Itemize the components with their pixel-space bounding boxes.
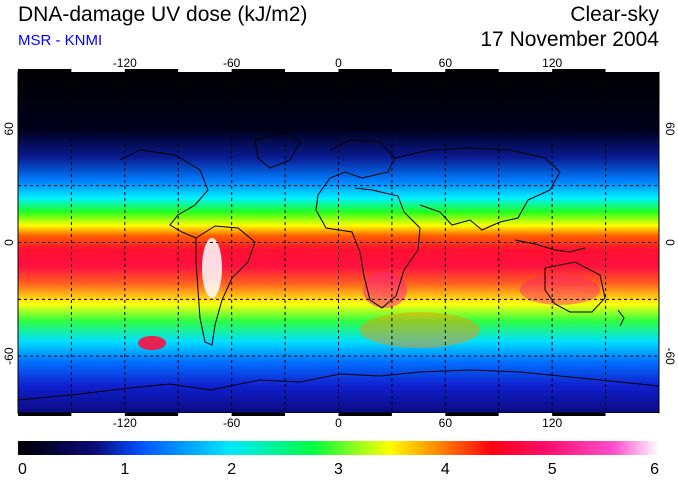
frame-band xyxy=(231,413,286,416)
map-source: MSR - KNMI xyxy=(18,32,103,49)
north-america-coast xyxy=(119,149,209,239)
lon-tick-label: 60 xyxy=(439,416,453,430)
map-date: 17 November 2004 xyxy=(480,28,659,51)
lon-tick-label: 0 xyxy=(335,56,342,70)
colorbar-tick-label: 2 xyxy=(227,461,236,478)
frame-band xyxy=(285,69,339,72)
frame-band xyxy=(552,69,606,72)
longitude-labels-top: -120 -60 0 60 120 xyxy=(113,56,563,70)
andes-high-dose xyxy=(202,238,222,298)
frame-band xyxy=(338,413,392,416)
lat-tick-label: 60 xyxy=(663,122,677,136)
lon-tick-label: -120 xyxy=(113,416,137,430)
frame-band xyxy=(605,413,659,416)
frame-band xyxy=(71,69,125,72)
greenland-coast xyxy=(254,131,301,169)
frame-tick-bands xyxy=(18,69,659,416)
frame-band xyxy=(18,413,72,416)
frame-band xyxy=(231,69,286,72)
new-zealand-coast xyxy=(617,309,625,327)
lon-tick-label: -120 xyxy=(113,56,137,70)
antarctica-coast xyxy=(18,369,659,401)
frame-band xyxy=(445,69,499,72)
colorbar-tick-label: 3 xyxy=(334,461,343,478)
colorbar-tick-label: 1 xyxy=(120,461,129,478)
colorbar xyxy=(18,441,659,455)
frame-band xyxy=(18,69,72,72)
latitude-labels-left: 60 0 -60 xyxy=(2,122,16,365)
lat-tick-label: 0 xyxy=(663,239,677,246)
indonesia-coast xyxy=(514,239,586,253)
frame-band xyxy=(285,413,339,416)
europe-africa-coast xyxy=(315,139,421,309)
frame-band xyxy=(71,413,125,416)
lat-tick-label: -60 xyxy=(2,347,16,365)
latitude-labels-right: 60 0 -60 xyxy=(663,122,677,365)
lon-tick-label: 120 xyxy=(542,56,562,70)
colorbar-tick-label: 6 xyxy=(650,461,659,478)
frame-band xyxy=(338,69,392,72)
frame-band xyxy=(178,413,232,416)
south-atlantic-plume xyxy=(360,312,480,348)
colorbar-tick-label: 5 xyxy=(548,461,557,478)
lat-tick-label: 0 xyxy=(2,239,16,246)
colorbar-tick-label: 0 xyxy=(18,461,27,478)
sky-condition: Clear-sky xyxy=(570,3,659,26)
lon-tick-label: -60 xyxy=(223,56,241,70)
frame-band xyxy=(391,413,446,416)
australia-hotspot xyxy=(520,275,600,305)
frame-band xyxy=(391,69,446,72)
lon-tick-label: 120 xyxy=(542,416,562,430)
colorbar-labels: 0 1 2 3 4 5 6 xyxy=(18,461,659,478)
frame-band xyxy=(605,69,659,72)
longitude-labels-bottom: -120 -60 0 60 120 xyxy=(113,416,563,430)
lon-tick-label: 60 xyxy=(439,56,453,70)
frame-band xyxy=(178,69,232,72)
lat-tick-label: -60 xyxy=(663,347,677,365)
frame-band xyxy=(124,69,179,72)
frame-band xyxy=(498,413,553,416)
frame-band xyxy=(498,69,553,72)
southern-africa-hotspot xyxy=(363,272,407,308)
south-america-coast xyxy=(195,225,256,346)
frame-band xyxy=(552,413,606,416)
south-pacific-hotspot xyxy=(138,336,166,350)
coastlines xyxy=(18,131,659,401)
australia-coast xyxy=(544,261,606,313)
lat-tick-label: 60 xyxy=(2,122,16,136)
asia-coast xyxy=(394,147,561,231)
colorbar-tick-label: 4 xyxy=(441,461,450,478)
frame-band xyxy=(124,413,179,416)
lon-tick-label: 0 xyxy=(335,416,342,430)
map-title: DNA-damage UV dose (kJ/m2) xyxy=(18,3,308,26)
lon-tick-label: -60 xyxy=(223,416,241,430)
frame-band xyxy=(445,413,499,416)
